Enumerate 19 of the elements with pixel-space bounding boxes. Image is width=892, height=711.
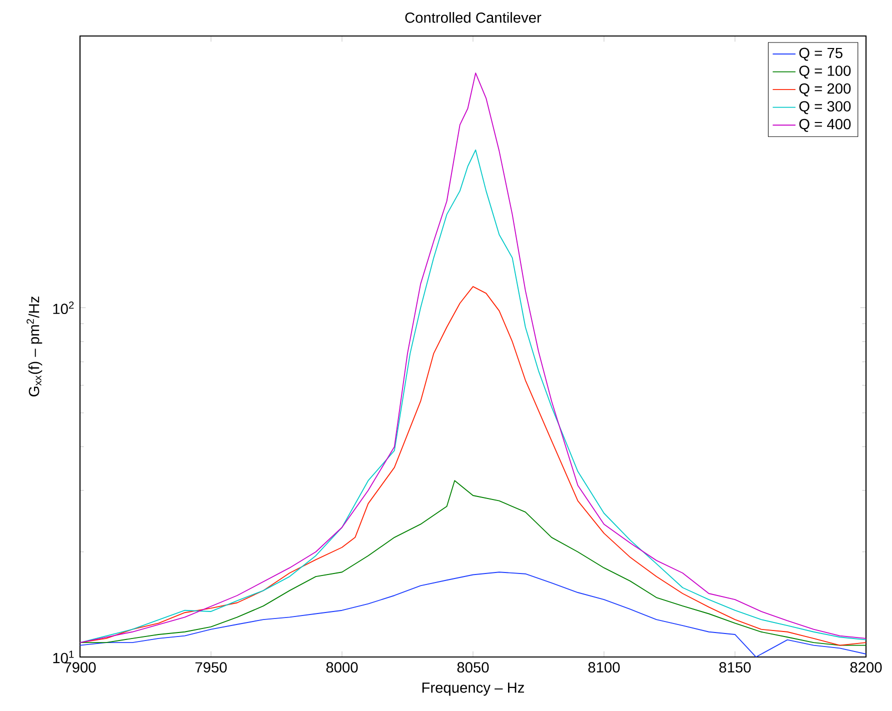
legend-label: Q = 75 bbox=[799, 48, 842, 61]
x-tick-label: 8050 bbox=[457, 662, 489, 673]
x-tick-label: 7950 bbox=[195, 662, 227, 673]
legend-label: Q = 200 bbox=[799, 83, 851, 96]
y-axis-title: G$_{xx}$(f) – pm$^{2}$/Hz bbox=[26, 296, 42, 396]
x-tick-label: 7900 bbox=[64, 662, 96, 673]
x-tick-label: 8000 bbox=[326, 662, 358, 673]
chart-title: Controlled Cantilever bbox=[405, 12, 542, 23]
y-tick-label: 10$^{1}$ bbox=[53, 650, 74, 664]
x-tick-label: 8200 bbox=[850, 662, 882, 673]
y-tick-label: 10$^{2}$ bbox=[53, 301, 74, 314]
line-series bbox=[80, 480, 866, 646]
x-tick-label: 8100 bbox=[588, 662, 620, 673]
x-axis-title: Frequency – Hz bbox=[422, 682, 524, 696]
legend-label: Q = 300 bbox=[799, 101, 851, 114]
legend-label: Q = 100 bbox=[799, 66, 851, 79]
legend-label: Q = 400 bbox=[799, 118, 851, 132]
x-tick-label: 8150 bbox=[719, 662, 751, 673]
line-series bbox=[80, 572, 866, 657]
